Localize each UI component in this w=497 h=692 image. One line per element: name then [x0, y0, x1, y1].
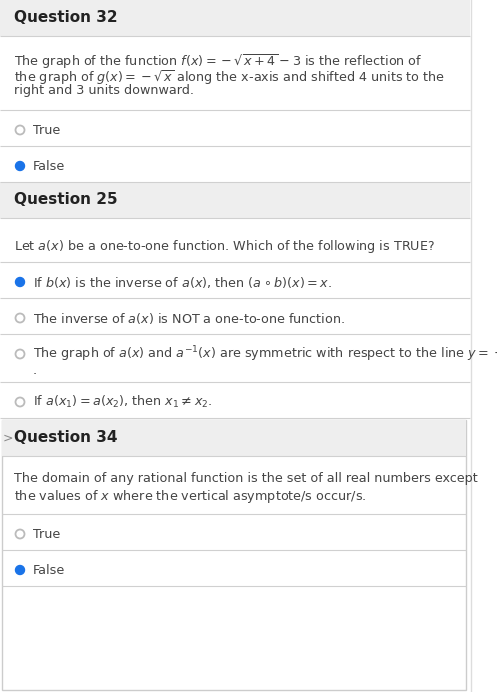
Text: the graph of $g(x) = -\sqrt{x}$ along the x-axis and shifted 4 units to the: the graph of $g(x) = -\sqrt{x}$ along th…	[14, 68, 445, 86]
Circle shape	[15, 277, 24, 286]
Circle shape	[15, 565, 24, 574]
Text: Question 34: Question 34	[14, 430, 117, 446]
Text: False: False	[33, 563, 65, 576]
Text: The inverse of $a(x)$ is NOT a one-to-one function.: The inverse of $a(x)$ is NOT a one-to-on…	[33, 311, 345, 325]
Text: If $b(x)$ is the inverse of $a(x)$, then $(a \circ b)(x) = x$.: If $b(x)$ is the inverse of $a(x)$, then…	[33, 275, 332, 289]
Text: False: False	[33, 159, 65, 172]
Text: True: True	[33, 123, 60, 136]
Circle shape	[15, 161, 24, 170]
Text: the values of $x$ where the vertical asymptote/s occur/s.: the values of $x$ where the vertical asy…	[14, 488, 366, 505]
Text: .: .	[33, 363, 37, 376]
Text: The graph of the function $f(x) = -\sqrt{x + 4} - 3$ is the reflection of: The graph of the function $f(x) = -\sqrt…	[14, 52, 422, 71]
Text: True: True	[33, 527, 60, 540]
Bar	[2, 420, 466, 456]
Text: Question 25: Question 25	[14, 192, 118, 208]
Text: The graph of $a(x)$ and $a^{-1}(x)$ are symmetric with respect to the line $y = : The graph of $a(x)$ and $a^{-1}(x)$ are …	[33, 344, 497, 364]
Bar	[0, 0, 470, 36]
Text: right and 3 units downward.: right and 3 units downward.	[14, 84, 194, 97]
Text: Let $a(x)$ be a one-to-one function. Which of the following is TRUE?: Let $a(x)$ be a one-to-one function. Whi…	[14, 238, 435, 255]
Text: Question 32: Question 32	[14, 10, 118, 26]
Text: >: >	[3, 432, 13, 444]
Text: If $a(x_1) = a(x_2)$, then $x_1 \neq x_2$.: If $a(x_1) = a(x_2)$, then $x_1 \neq x_2…	[33, 394, 212, 410]
Text: The domain of any rational function is the set of all real numbers except: The domain of any rational function is t…	[14, 472, 478, 485]
FancyBboxPatch shape	[2, 420, 466, 690]
Bar	[0, 182, 470, 218]
